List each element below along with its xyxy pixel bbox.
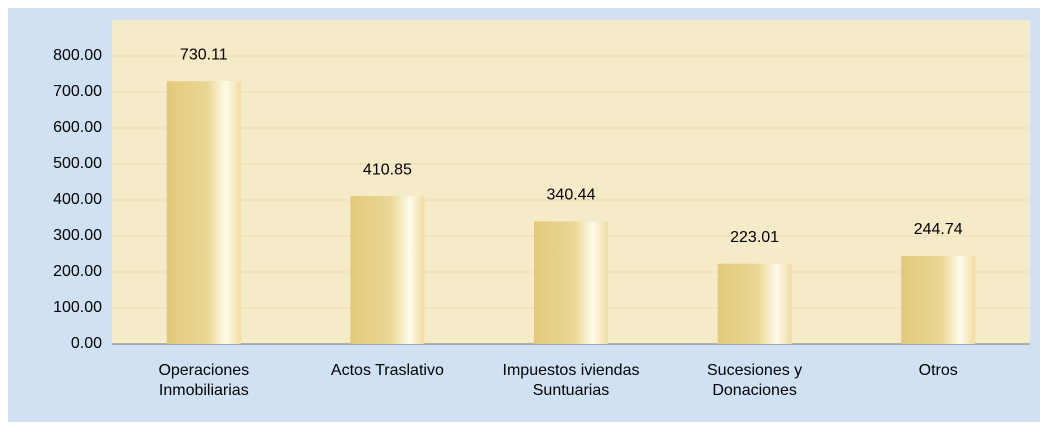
x-tick-label: Actos Traslativo <box>330 362 444 379</box>
y-tick-label: 0.00 <box>71 335 102 352</box>
y-tick-label: 700.00 <box>53 83 102 100</box>
y-tick-label: 400.00 <box>53 191 102 208</box>
value-label: 730.11 <box>180 46 228 63</box>
y-tick-label: 300.00 <box>53 227 102 244</box>
value-label: 223.01 <box>730 229 779 246</box>
bar <box>350 196 425 344</box>
y-tick-label: 600.00 <box>53 119 102 136</box>
y-tick-label: 800.00 <box>53 47 102 64</box>
bar <box>534 221 608 344</box>
value-label: 340.44 <box>547 187 596 204</box>
x-tick-label: Operaciones Inmobiliarias <box>158 362 250 399</box>
value-label: 410.85 <box>363 161 412 178</box>
bar <box>166 81 241 344</box>
x-tick-label: Sucesiones y Donaciones <box>707 362 803 399</box>
x-tick-label: Impuestos iviendas Suntuarias <box>502 362 640 399</box>
y-tick-label: 200.00 <box>53 263 102 280</box>
y-tick-label: 500.00 <box>53 155 102 172</box>
value-label: 244.74 <box>914 221 963 238</box>
bar <box>717 263 792 344</box>
bar <box>901 255 976 344</box>
y-tick-label: 100.00 <box>53 299 102 316</box>
x-tick-label: Otros <box>918 362 958 379</box>
